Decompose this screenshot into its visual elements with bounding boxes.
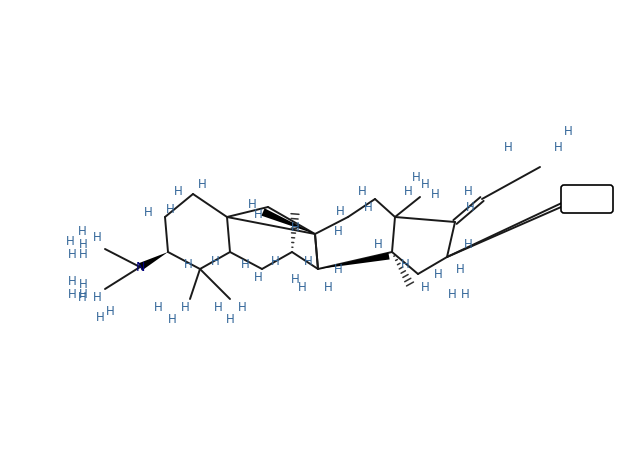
Text: H: H <box>165 203 174 216</box>
Text: H: H <box>68 248 76 261</box>
Text: H: H <box>448 288 456 301</box>
Text: H: H <box>463 238 472 251</box>
Text: H: H <box>463 185 472 198</box>
Text: H: H <box>77 291 86 304</box>
Text: H: H <box>297 281 306 294</box>
Text: H: H <box>564 125 573 138</box>
Text: H: H <box>226 313 235 326</box>
Text: H: H <box>461 288 469 301</box>
Text: H: H <box>358 185 366 198</box>
Text: H: H <box>290 221 299 234</box>
Text: H: H <box>198 178 207 191</box>
Text: H: H <box>96 311 105 324</box>
Text: H: H <box>254 208 262 221</box>
Text: H: H <box>210 255 219 268</box>
Text: H: H <box>254 271 262 284</box>
Text: H: H <box>77 225 86 238</box>
Polygon shape <box>318 253 390 269</box>
Text: N: N <box>135 261 145 274</box>
Text: H: H <box>333 263 342 276</box>
Polygon shape <box>138 253 168 271</box>
Text: H: H <box>214 301 223 314</box>
Text: H: H <box>411 171 420 184</box>
Text: H: H <box>181 301 190 314</box>
Text: H: H <box>144 206 152 219</box>
Text: H: H <box>323 281 332 294</box>
Text: H: H <box>174 185 183 198</box>
Text: H: H <box>106 305 114 318</box>
Text: H: H <box>167 313 176 326</box>
Text: H: H <box>248 198 256 211</box>
Text: H: H <box>79 278 87 291</box>
Text: H: H <box>68 275 76 288</box>
Text: H: H <box>420 281 429 294</box>
Text: H: H <box>333 225 342 238</box>
Text: Abs: Abs <box>574 196 594 206</box>
Text: H: H <box>238 301 247 314</box>
Text: H: H <box>364 201 372 214</box>
Text: H: H <box>553 141 562 154</box>
Text: H: H <box>66 235 74 248</box>
Text: H: H <box>420 178 429 191</box>
Text: H: H <box>184 258 192 271</box>
Text: H: H <box>503 141 512 154</box>
Text: H: H <box>290 273 299 286</box>
Text: H: H <box>401 258 410 271</box>
Text: H: H <box>373 238 382 251</box>
Text: H: H <box>335 205 344 218</box>
Text: H: H <box>241 258 249 271</box>
FancyBboxPatch shape <box>561 186 613 213</box>
Text: H: H <box>456 263 464 276</box>
Text: H: H <box>79 238 87 251</box>
Text: H: H <box>465 201 474 214</box>
Text: H: H <box>79 288 87 301</box>
Text: H: H <box>79 248 87 261</box>
Text: H: H <box>434 268 443 281</box>
Text: H: H <box>430 188 439 201</box>
Text: H: H <box>304 255 313 268</box>
Text: H: H <box>153 301 162 314</box>
Text: H: H <box>93 231 101 244</box>
Polygon shape <box>261 209 315 235</box>
Text: H: H <box>404 185 412 198</box>
Text: H: H <box>271 255 280 268</box>
Text: H: H <box>68 288 76 301</box>
Text: H: H <box>93 291 101 304</box>
